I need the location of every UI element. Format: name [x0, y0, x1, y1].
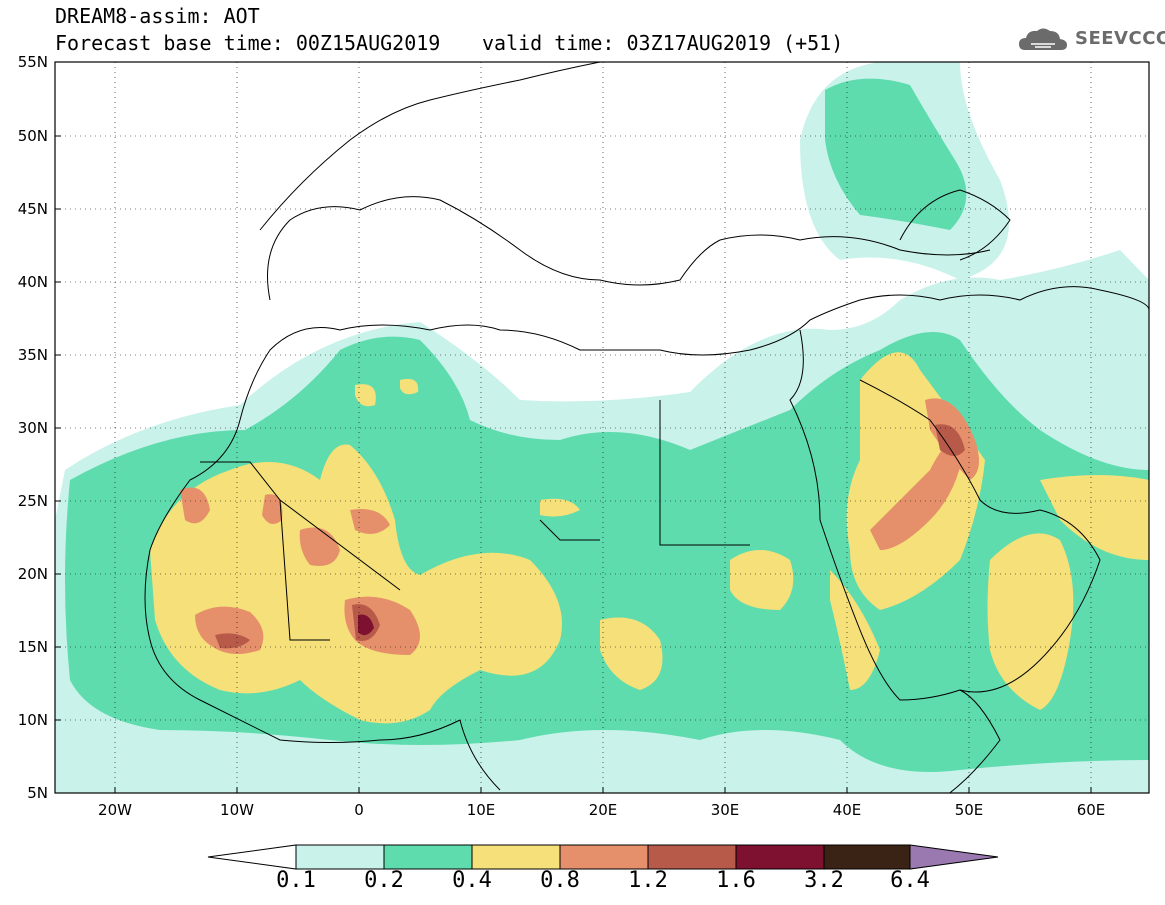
colorbar-bin: [471, 844, 561, 870]
colorbar-bin: [647, 844, 737, 870]
lat-label: 30N: [17, 419, 48, 437]
colorbar-label: 3.2: [804, 868, 844, 893]
colorbar-label: 0.2: [364, 868, 404, 893]
lat-label: 45N: [17, 200, 48, 218]
coastlines: [144, 62, 1149, 793]
lat-label: 5N: [27, 784, 48, 802]
aot-field: [55, 62, 1149, 793]
axis-ticks: [55, 61, 1092, 794]
lat-label: 40N: [17, 273, 48, 291]
lon-label: 50E: [954, 801, 984, 819]
lon-label: 30E: [710, 801, 740, 819]
colorbar-bin: [823, 844, 911, 870]
colorbar-label: 0.4: [452, 868, 492, 893]
colorbar-min-arrow: [207, 844, 297, 870]
colorbar-label: 6.4: [890, 868, 930, 893]
lat-label: 50N: [17, 127, 48, 145]
lon-label: 10W: [220, 801, 254, 819]
cloud-logo-icon: [1019, 28, 1067, 50]
colorbar-label: 1.2: [628, 868, 668, 893]
lat-label: 55N: [17, 53, 48, 71]
colorbar-bin: [295, 844, 385, 870]
colorbar-label: 0.1: [276, 868, 316, 893]
map-title: DREAM8-assim: AOT: [55, 4, 260, 28]
lat-label: 35N: [17, 346, 48, 364]
lat-label: 15N: [17, 638, 48, 656]
colorbar: [207, 844, 999, 870]
lon-label: 0: [354, 801, 364, 819]
lat-label: 25N: [17, 492, 48, 510]
lon-label: 20W: [98, 801, 132, 819]
colorbar-max-arrow: [909, 844, 999, 870]
lon-label: 20E: [588, 801, 618, 819]
lon-label: 40E: [832, 801, 862, 819]
colorbar-label: 0.8: [540, 868, 580, 893]
lon-label: 60E: [1076, 801, 1106, 819]
aot-level-1.6: [358, 614, 374, 636]
logo-text: SEEVCCC: [1075, 28, 1165, 49]
colorbar-label: 1.6: [716, 868, 756, 893]
lat-label: 20N: [17, 565, 48, 583]
colorbar-bin: [559, 844, 649, 870]
forecast-base-time: Forecast base time: 00Z15AUG2019: [55, 31, 441, 55]
gridlines: [55, 62, 1149, 793]
colorbar-bin: [383, 844, 473, 870]
colorbar-bin: [735, 844, 825, 870]
valid-time: valid time: 03Z17AUG2019 (+51): [482, 31, 844, 55]
lon-label: 10E: [466, 801, 496, 819]
lat-label: 10N: [17, 711, 48, 729]
